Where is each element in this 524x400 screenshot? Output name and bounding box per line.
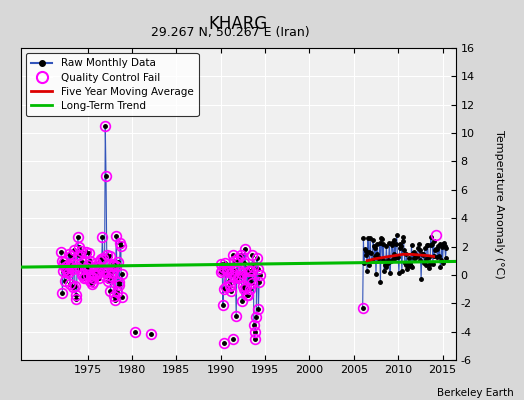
Legend: Raw Monthly Data, Quality Control Fail, Five Year Moving Average, Long-Term Tren: Raw Monthly Data, Quality Control Fail, … [26,53,199,116]
Title: KHARG: KHARG [209,14,268,32]
Y-axis label: Temperature Anomaly (°C): Temperature Anomaly (°C) [494,130,504,278]
Text: Berkeley Earth: Berkeley Earth [437,388,514,398]
Text: 29.267 N, 50.267 E (Iran): 29.267 N, 50.267 E (Iran) [151,26,310,39]
